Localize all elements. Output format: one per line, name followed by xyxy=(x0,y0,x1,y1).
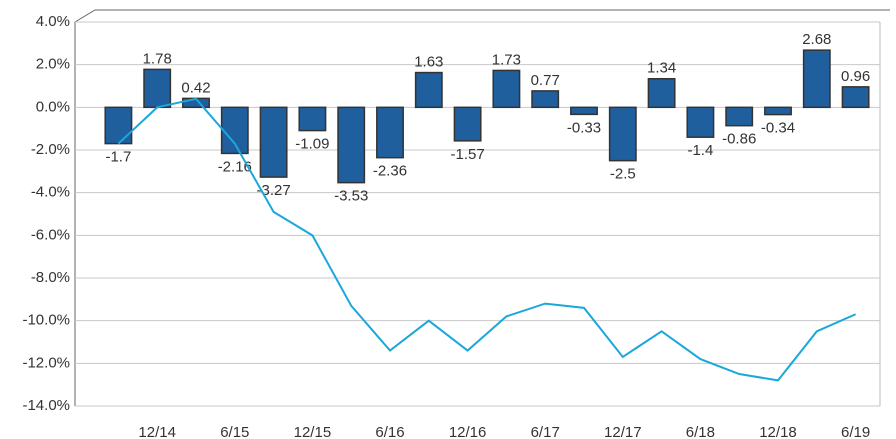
bar xyxy=(802,49,831,109)
bar xyxy=(298,106,327,132)
bar xyxy=(841,86,870,109)
bar xyxy=(220,106,249,155)
x-tick-label: 6/16 xyxy=(375,424,404,439)
bar xyxy=(337,106,366,184)
bar xyxy=(143,68,172,109)
data-label: -1.4 xyxy=(687,142,713,159)
bar xyxy=(104,106,133,145)
y-tick-label: -8.0% xyxy=(31,269,70,286)
x-tick-label: 6/19 xyxy=(841,424,870,439)
line xyxy=(117,97,857,382)
y-tick-label: -6.0% xyxy=(31,226,70,243)
x-tick-label: 12/14 xyxy=(138,424,176,439)
data-label: -0.34 xyxy=(761,120,795,137)
data-label: -3.53 xyxy=(334,188,368,205)
data-label: 1.63 xyxy=(414,54,443,71)
data-label: -1.57 xyxy=(450,146,484,163)
bar xyxy=(686,106,715,138)
data-label: -0.86 xyxy=(722,131,756,148)
data-label: 2.68 xyxy=(802,31,831,48)
x-tick-label: 12/17 xyxy=(604,424,642,439)
bar xyxy=(492,69,521,109)
y-tick-label: 4.0% xyxy=(36,13,70,30)
x-tick-label: 6/15 xyxy=(220,424,249,439)
data-label: 0.77 xyxy=(531,72,560,89)
bar xyxy=(531,90,560,109)
data-label: 1.78 xyxy=(143,50,172,67)
data-label: -0.33 xyxy=(567,119,601,136)
y-tick-label: -10.0% xyxy=(22,312,70,329)
y-tick-label: -14.0% xyxy=(22,397,70,414)
y-tick-label: -2.0% xyxy=(31,141,70,158)
plot-frame xyxy=(74,9,890,406)
y-tick-label: 0.0% xyxy=(36,98,70,115)
data-label: -2.36 xyxy=(373,163,407,180)
x-tick-label: 6/17 xyxy=(531,424,560,439)
bar xyxy=(725,106,754,127)
data-label: 0.96 xyxy=(841,68,870,85)
bar xyxy=(453,106,482,142)
y-tick-label: -12.0% xyxy=(22,354,70,371)
bar xyxy=(259,106,288,178)
y-tick-label: -4.0% xyxy=(31,184,70,201)
y-tick-label: 2.0% xyxy=(36,56,70,73)
x-tick-label: 12/16 xyxy=(449,424,487,439)
data-label: -1.09 xyxy=(295,136,329,153)
bar xyxy=(608,106,637,162)
bar xyxy=(647,77,676,109)
bar xyxy=(376,106,404,159)
x-tick-label: 12/15 xyxy=(294,424,332,439)
bar xyxy=(764,106,792,116)
data-label: -2.5 xyxy=(610,166,636,183)
x-tick-label: 6/18 xyxy=(686,424,715,439)
x-tick-label: 12/18 xyxy=(759,424,797,439)
data-label: 1.73 xyxy=(492,51,521,68)
data-label: -2.16 xyxy=(218,158,252,175)
data-label: 1.34 xyxy=(647,60,676,77)
data-label: -1.7 xyxy=(105,149,131,166)
bar xyxy=(570,106,598,116)
data-label: 0.42 xyxy=(181,79,210,96)
bar xyxy=(414,71,443,109)
